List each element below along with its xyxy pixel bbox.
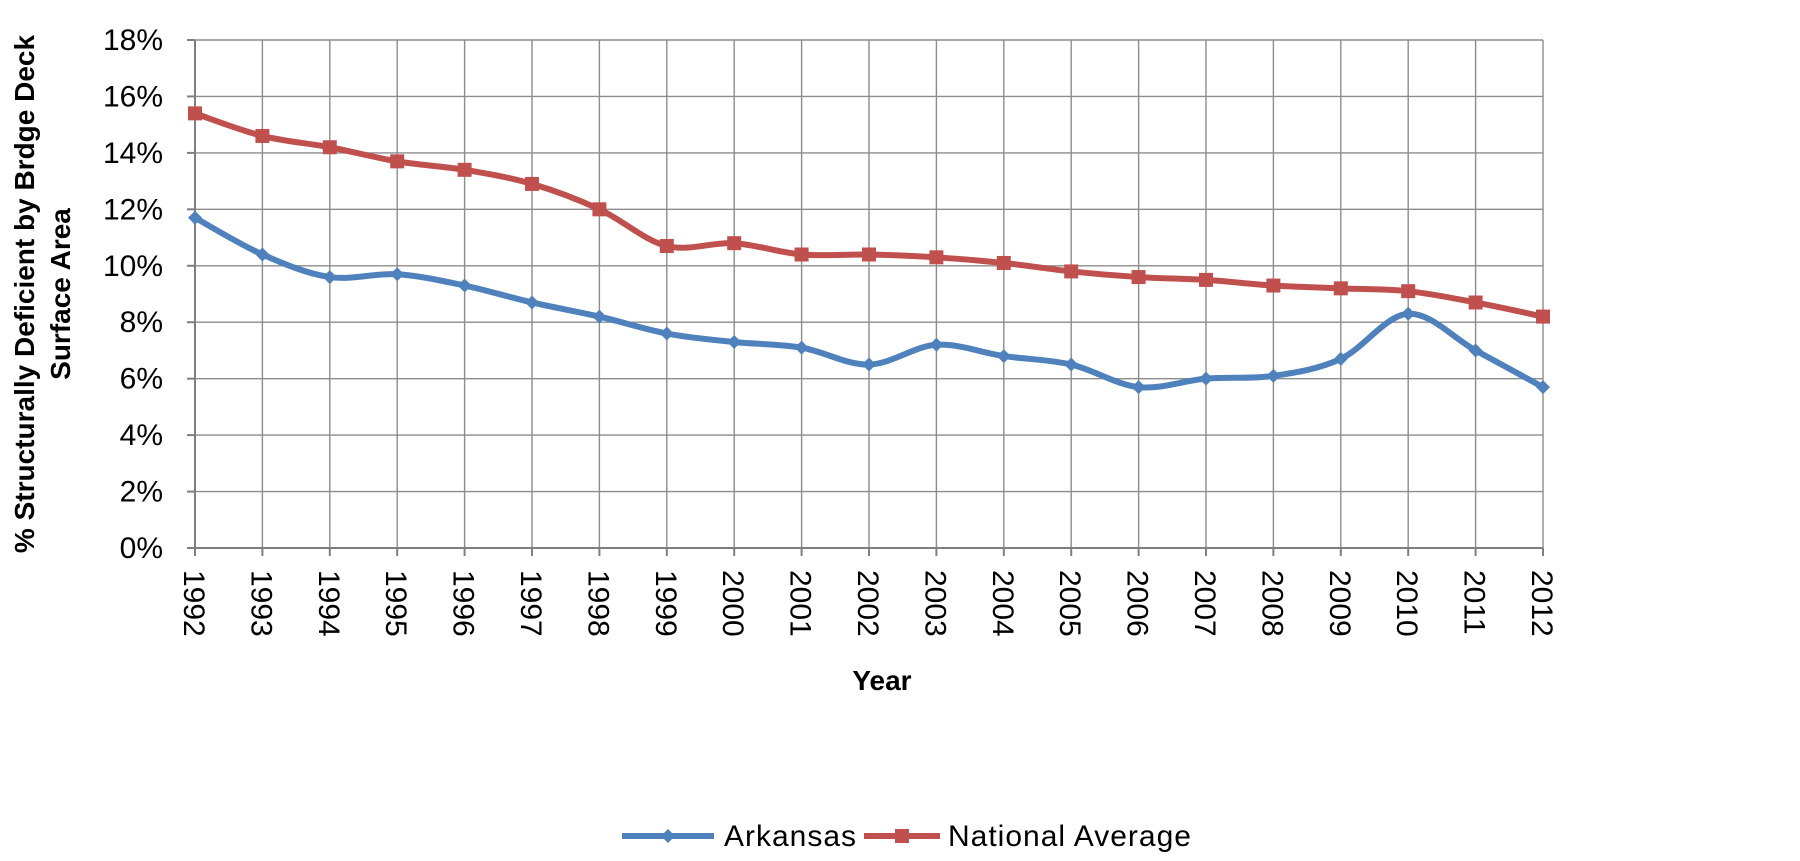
y-axis-label-line2: Surface Area <box>45 208 76 380</box>
data-point-arkansas <box>929 337 944 352</box>
legend: Arkansas National Average <box>622 820 1192 853</box>
x-tick-label: 2001 <box>784 570 817 637</box>
y-tick-label: 2% <box>120 476 163 509</box>
data-point-national-average <box>322 140 337 155</box>
data-point-national-average <box>1064 264 1079 279</box>
x-tick-label: 2003 <box>918 570 951 637</box>
x-axis-label: Year <box>852 665 911 696</box>
data-point-arkansas <box>862 357 876 372</box>
data-point-arkansas <box>1064 357 1079 372</box>
data-point-arkansas <box>996 349 1011 364</box>
data-point-arkansas <box>457 278 472 293</box>
data-point-national-average <box>1199 272 1213 287</box>
data-point-national-average <box>1333 281 1348 296</box>
series-national-average <box>188 106 1550 324</box>
gridlines <box>194 39 1544 549</box>
y-tick-label: 6% <box>120 363 163 396</box>
x-tick-label: 2009 <box>1323 570 1356 637</box>
data-point-arkansas <box>592 309 607 324</box>
data-point-arkansas <box>1536 380 1550 395</box>
x-tick-label: 2000 <box>716 570 749 637</box>
x-tick-label: 2012 <box>1525 570 1558 637</box>
y-tick-label: 14% <box>103 137 163 170</box>
data-point-national-average <box>862 247 876 262</box>
y-axis-label: % Structurally Deficient by Brdge Deck <box>9 35 40 554</box>
legend-marker-national-average <box>895 829 909 843</box>
legend-label-arkansas: Arkansas <box>724 820 857 853</box>
data-point-national-average <box>1131 270 1146 285</box>
data-point-arkansas <box>188 210 202 225</box>
data-point-national-average <box>794 247 809 262</box>
data-point-national-average <box>996 255 1011 270</box>
data-point-arkansas <box>1199 371 1213 386</box>
legend-label-national-average: National Average <box>948 820 1192 853</box>
data-point-national-average <box>1266 278 1281 293</box>
y-tick-label: 8% <box>120 306 163 339</box>
x-axis-ticks: 1992 1993 1994 1995 1996 1997 1998 1999 2000 2001… <box>177 548 1558 637</box>
x-tick-label: 2011 <box>1458 570 1491 635</box>
x-tick-label: 2005 <box>1053 570 1086 637</box>
x-tick-label: 1993 <box>244 570 277 637</box>
data-point-arkansas <box>390 267 405 282</box>
data-point-national-average <box>188 106 202 121</box>
data-point-national-average <box>1468 295 1483 310</box>
data-point-arkansas <box>1333 351 1348 366</box>
y-tick-label: 0% <box>120 532 163 565</box>
x-tick-label: 2007 <box>1188 570 1221 637</box>
y-axis-ticks: 0% 2% 4% 6% 8% 10% 12% 14% 16% 18% <box>103 24 195 565</box>
x-tick-label: 2008 <box>1255 570 1288 637</box>
data-point-arkansas <box>322 270 337 285</box>
data-point-arkansas <box>525 295 539 310</box>
data-point-arkansas <box>1401 306 1416 321</box>
x-tick-label: 1992 <box>177 570 210 637</box>
y-tick-label: 4% <box>120 419 163 452</box>
data-point-national-average <box>255 128 270 143</box>
x-tick-label: 1997 <box>514 570 547 637</box>
x-tick-label: 1994 <box>312 570 345 637</box>
data-point-national-average <box>1401 284 1416 299</box>
data-point-national-average <box>457 162 472 177</box>
data-point-arkansas <box>794 340 809 355</box>
x-tick-label: 1998 <box>581 570 614 637</box>
data-point-national-average <box>929 250 944 265</box>
data-point-national-average <box>592 202 607 217</box>
data-point-arkansas <box>255 247 270 262</box>
data-point-arkansas <box>727 334 742 349</box>
data-point-national-average <box>525 176 539 191</box>
y-tick-label: 18% <box>103 24 163 57</box>
x-tick-label: 1996 <box>447 570 480 637</box>
x-tick-label: 2006 <box>1121 570 1154 637</box>
data-point-arkansas <box>1468 343 1483 358</box>
data-point-arkansas <box>659 326 674 341</box>
data-point-national-average <box>659 239 674 254</box>
x-tick-label: 1995 <box>379 570 412 637</box>
y-tick-label: 12% <box>103 193 163 226</box>
series-lines <box>188 106 1550 395</box>
legend-marker-arkansas <box>661 829 675 843</box>
x-tick-label: 2010 <box>1390 570 1423 637</box>
y-tick-label: 10% <box>103 250 163 283</box>
y-tick-label: 16% <box>103 80 163 113</box>
data-point-national-average <box>1536 309 1550 324</box>
data-point-national-average <box>727 236 742 251</box>
series-arkansas <box>188 210 1550 395</box>
x-tick-label: 2004 <box>986 570 1019 637</box>
data-point-arkansas <box>1131 380 1146 395</box>
x-tick-label: 1999 <box>649 570 682 637</box>
data-point-national-average <box>390 154 405 169</box>
x-tick-label: 2002 <box>851 570 884 637</box>
data-point-arkansas <box>1266 368 1281 383</box>
